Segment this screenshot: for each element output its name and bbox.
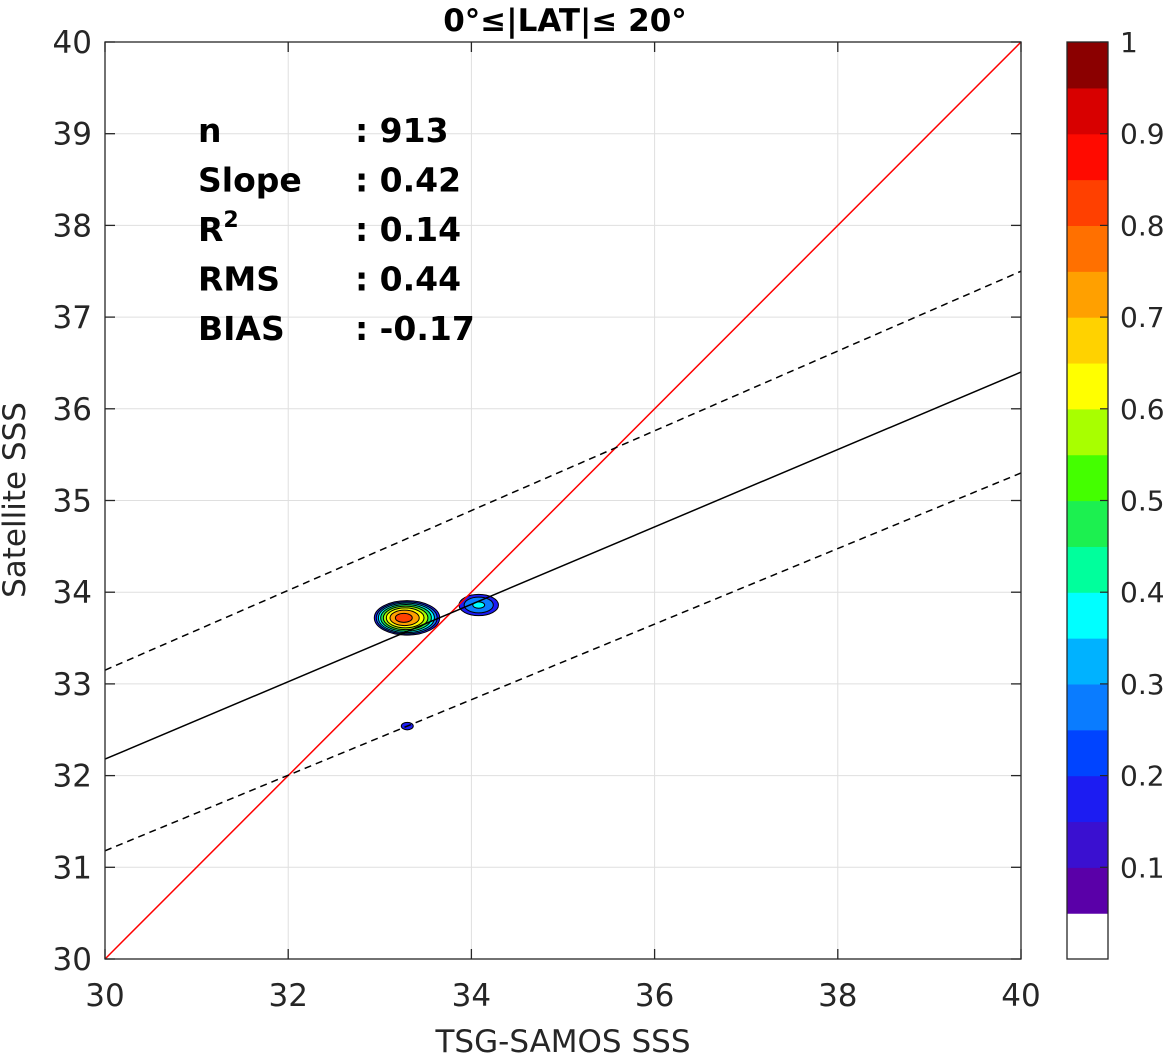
- stat-label-1: Slope: [198, 161, 302, 200]
- colorbar-segment-18: [1067, 87, 1108, 135]
- stat-value-4: : -0.17: [355, 309, 475, 348]
- y-tick-label-8: 38: [53, 208, 92, 244]
- colorbar-segment-14: [1067, 271, 1108, 318]
- y-tick-label-1: 31: [53, 850, 92, 886]
- y-tick-label-6: 36: [53, 392, 92, 428]
- x-tick-label-1: 32: [268, 978, 307, 1014]
- colorbar-tick-label-5: 0.6: [1120, 393, 1165, 426]
- colorbar-segment-0: [1067, 913, 1108, 960]
- line-fit-: [105, 270, 1021, 671]
- y-tick-label-4: 34: [53, 575, 92, 611]
- grid-lines: [104, 41, 1022, 960]
- line-fit: [105, 371, 1021, 760]
- y-axis-title: Satellite SSS: [0, 402, 33, 598]
- stat-value-1: : 0.42: [355, 161, 461, 200]
- line-fit-: [105, 472, 1021, 852]
- y-tick-label-2: 32: [53, 759, 92, 795]
- colorbar-segment-1: [1067, 867, 1108, 914]
- x-tick-label-5: 40: [1001, 978, 1040, 1014]
- stat-label-3: RMS: [198, 260, 280, 299]
- colorbar-segment-11: [1067, 408, 1108, 456]
- colorbar-tick-label-9: 1: [1120, 26, 1138, 59]
- x-axis-title: TSG-SAMOS SSS: [435, 1024, 691, 1055]
- x-tick-label-3: 36: [635, 978, 674, 1014]
- colorbar-segment-17: [1067, 133, 1108, 181]
- colorbar-segment-15: [1067, 225, 1108, 272]
- stat-value-3: : 0.44: [355, 260, 461, 299]
- colorbar-segment-12: [1067, 362, 1108, 410]
- stat-label-4: BIAS: [198, 309, 285, 348]
- colorbar-segment-2: [1067, 821, 1108, 868]
- colorbar-tick-label-7: 0.8: [1120, 209, 1165, 242]
- colorbar-segment-3: [1067, 775, 1108, 823]
- x-tick-label-2: 34: [452, 978, 491, 1014]
- colorbar: 0.1 0.2 0.3 0.4 0.5 0.6 0.7 0.8 0.9 1: [1066, 26, 1165, 960]
- stat-superscript-2: 2: [223, 208, 238, 233]
- y-tick-label-0: 30: [53, 942, 92, 978]
- y-axis-ticks: 30 31 32 33 34 35 36 37 38 39 40: [53, 25, 1021, 978]
- colorbar-tick-label-3: 0.4: [1120, 576, 1165, 609]
- y-tick-label-9: 39: [53, 117, 92, 153]
- colorbar-tick-label-0: 0.1: [1120, 851, 1165, 884]
- x-tick-label-4: 38: [818, 978, 857, 1014]
- colorbar-tick-label-2: 0.3: [1120, 668, 1165, 701]
- colorbar-segment-16: [1067, 179, 1108, 226]
- colorbar-segment-13: [1067, 317, 1108, 364]
- y-tick-label-10: 40: [53, 25, 92, 61]
- stat-value-2: : 0.14: [355, 210, 461, 249]
- colorbar-tick-label-1: 0.2: [1120, 760, 1165, 793]
- regression-lines: [105, 42, 1021, 959]
- colorbar-segment-4: [1067, 729, 1108, 777]
- line-1-1: [105, 42, 1021, 959]
- y-tick-label-5: 35: [53, 484, 92, 520]
- colorbar-segment-7: [1067, 592, 1108, 639]
- contour-peak0-level-7: [394, 612, 413, 623]
- colorbar-segment-6: [1067, 638, 1108, 685]
- stat-value-0: : 913: [355, 111, 449, 150]
- colorbar-tick-label-4: 0.5: [1120, 485, 1165, 518]
- x-axis-ticks: 30 32 34 36 38 40: [85, 42, 1041, 1014]
- colorbar-tick-label-8: 0.9: [1120, 118, 1165, 151]
- chart-title: 0°≤|LAT|≤ 20°: [443, 3, 687, 39]
- colorbar-segment-19: [1067, 42, 1108, 89]
- stat-label-0: n: [198, 111, 222, 150]
- colorbar-segment-5: [1067, 683, 1108, 731]
- y-tick-label-3: 33: [53, 667, 92, 703]
- colorbar-segment-10: [1067, 454, 1108, 502]
- x-tick-label-0: 30: [85, 978, 124, 1014]
- colorbar-segment-9: [1067, 500, 1108, 547]
- colorbar-segment-8: [1067, 546, 1108, 593]
- y-tick-label-7: 37: [53, 300, 92, 336]
- colorbar-tick-label-6: 0.7: [1120, 301, 1165, 334]
